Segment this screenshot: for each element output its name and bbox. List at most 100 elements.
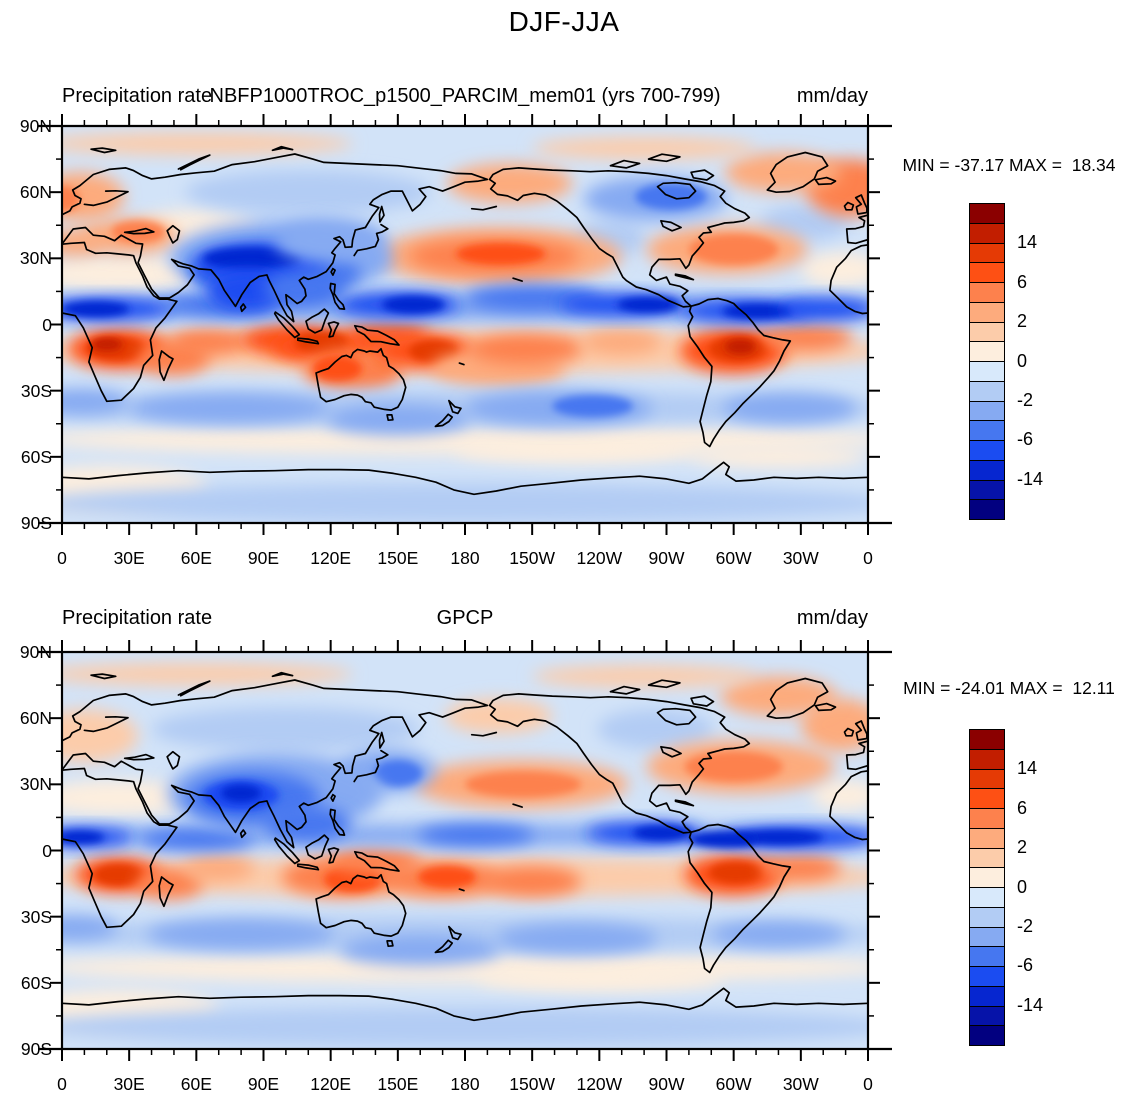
y-tick-label: 0 bbox=[42, 840, 52, 861]
colorbar-box bbox=[970, 222, 1004, 243]
colorbar-box bbox=[970, 400, 1004, 421]
colorbar-box bbox=[970, 499, 1004, 519]
colorbar-box bbox=[970, 262, 1004, 282]
colorbar-box bbox=[970, 479, 1004, 500]
y-tick-label: 60N bbox=[19, 182, 52, 203]
coastlines bbox=[62, 671, 868, 1022]
y-tick-label: 30N bbox=[19, 774, 52, 795]
colorbar-box bbox=[970, 966, 1004, 986]
x-tick-label: 120E bbox=[310, 1074, 352, 1094]
colorbar-box bbox=[970, 1025, 1004, 1045]
x-tick-label: 90E bbox=[247, 1074, 280, 1094]
y-tick-label: 60N bbox=[19, 708, 52, 729]
axis-ticks bbox=[50, 640, 880, 1061]
colorbar-box bbox=[970, 946, 1004, 966]
colorbar-tick-label: 2 bbox=[1017, 311, 1028, 332]
x-tick-label: 0 bbox=[57, 548, 67, 568]
panel-title-center: NBFP1000TROC_p1500_PARCIM_mem01 (yrs 700… bbox=[209, 85, 721, 107]
x-tick-label: 30E bbox=[113, 548, 145, 568]
panel-title-center: GPCP bbox=[436, 607, 494, 629]
y-tick-label: 30N bbox=[19, 248, 52, 269]
colorbar-box bbox=[970, 985, 1004, 1006]
colorbar-tick-label: 6 bbox=[1017, 797, 1028, 818]
x-tick-label: 60W bbox=[715, 1074, 752, 1094]
colorbar-box bbox=[970, 1005, 1004, 1026]
colorbar-box bbox=[970, 341, 1004, 361]
colorbar-tick-label: 0 bbox=[1017, 350, 1028, 371]
x-tick-label: 0 bbox=[57, 1074, 67, 1094]
colorbar-tick-label: 14 bbox=[1017, 758, 1038, 779]
x-tick-label: 90W bbox=[648, 1074, 685, 1094]
stats-minmax: MIN = -24.01 MAX = 12.11 bbox=[903, 678, 1115, 698]
y-tick-label: 30S bbox=[20, 906, 52, 927]
colorbar-box bbox=[970, 887, 1004, 907]
colorbar-tick-label: -14 bbox=[1017, 468, 1044, 489]
colorbar bbox=[969, 729, 1005, 1046]
x-tick-label: 150W bbox=[509, 548, 556, 568]
y-tick-label: 0 bbox=[42, 314, 52, 335]
axis-ticks bbox=[50, 114, 880, 535]
x-tick-label: 60W bbox=[715, 548, 752, 568]
colorbar-tick-label: -6 bbox=[1017, 955, 1034, 976]
colorbar-box bbox=[970, 282, 1004, 302]
x-tick-label: 150W bbox=[509, 1074, 556, 1094]
x-tick-label: 0 bbox=[863, 548, 873, 568]
colorbar-box bbox=[970, 420, 1004, 440]
colorbar-box bbox=[970, 380, 1004, 401]
colorbar-box bbox=[970, 440, 1004, 460]
world-map-model bbox=[38, 114, 892, 535]
colorbar-tick-label: -2 bbox=[1017, 389, 1034, 410]
x-tick-label: 30E bbox=[113, 1074, 145, 1094]
colorbar-tick-label: -6 bbox=[1017, 429, 1034, 450]
colorbar-tick-label: -2 bbox=[1017, 915, 1034, 936]
colorbar-box bbox=[970, 906, 1004, 927]
x-tick-label: 0 bbox=[863, 1074, 873, 1094]
colorbar-box bbox=[970, 204, 1004, 223]
y-tick-label: 90N bbox=[19, 642, 52, 662]
x-tick-label: 30W bbox=[782, 1074, 819, 1094]
colorbar-box bbox=[970, 847, 1004, 868]
colorbar-tick-label: 6 bbox=[1017, 271, 1028, 292]
x-tick-label: 120W bbox=[576, 548, 623, 568]
colorbar-box bbox=[970, 788, 1004, 808]
figure-title: DJF-JJA bbox=[508, 6, 620, 37]
colorbar-box bbox=[970, 321, 1004, 342]
coastlines bbox=[62, 145, 868, 496]
colorbar-box bbox=[970, 361, 1004, 381]
colorbar bbox=[969, 203, 1005, 520]
panel-title-left: Precipitation rate bbox=[62, 85, 213, 107]
x-tick-label: 60E bbox=[180, 1074, 212, 1094]
y-tick-label: 30S bbox=[20, 380, 52, 401]
x-tick-label: 120W bbox=[576, 1074, 623, 1094]
colorbar-box bbox=[970, 748, 1004, 769]
y-tick-label: 90S bbox=[20, 513, 52, 533]
colorbar-box bbox=[970, 242, 1004, 263]
x-tick-label: 150E bbox=[377, 548, 419, 568]
colorbar-tick-label: 14 bbox=[1017, 232, 1038, 253]
x-tick-label: 150E bbox=[377, 1074, 419, 1094]
colorbar-box bbox=[970, 768, 1004, 789]
colorbar-box bbox=[970, 808, 1004, 828]
colorbar-box bbox=[970, 926, 1004, 947]
x-tick-label: 60E bbox=[180, 548, 212, 568]
x-tick-label: 180 bbox=[450, 1074, 480, 1094]
y-tick-label: 60S bbox=[20, 972, 52, 993]
x-tick-label: 30W bbox=[782, 548, 819, 568]
x-tick-label: 90W bbox=[648, 548, 685, 568]
colorbar-tick-label: 0 bbox=[1017, 876, 1028, 897]
colorbar-tick-label: 2 bbox=[1017, 837, 1028, 858]
colorbar-box bbox=[970, 301, 1004, 322]
x-tick-label: 90E bbox=[247, 548, 280, 568]
y-tick-label: 90S bbox=[20, 1039, 52, 1059]
x-tick-label: 180 bbox=[450, 548, 480, 568]
world-map-gpcp bbox=[38, 640, 892, 1061]
colorbar-box bbox=[970, 459, 1004, 480]
colorbar-box bbox=[970, 867, 1004, 887]
y-tick-label: 60S bbox=[20, 446, 52, 467]
stats-minmax: MIN = -37.17 MAX = 18.34 bbox=[902, 155, 1116, 175]
colorbar-box bbox=[970, 827, 1004, 848]
x-tick-label: 120E bbox=[310, 548, 352, 568]
panel-title-left: Precipitation rate bbox=[62, 607, 213, 629]
colorbar-box bbox=[970, 730, 1004, 749]
y-tick-label: 90N bbox=[19, 116, 52, 136]
